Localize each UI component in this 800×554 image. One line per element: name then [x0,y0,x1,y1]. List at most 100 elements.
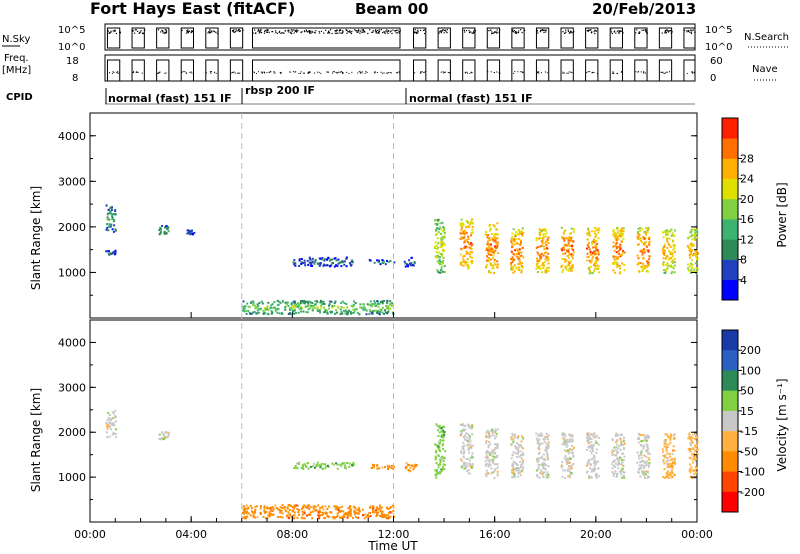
nsky-dot [310,32,312,34]
echo-cell [353,509,356,512]
echo-cell [511,238,514,241]
nsky-dot [293,32,295,34]
echo-cell [514,233,517,236]
nave-tick-bottom: 0 [710,73,716,84]
echo-cell [390,511,393,514]
echo-cell [492,455,495,458]
echo-cell [322,508,325,511]
echo-cell [668,244,671,246]
echo-cell [244,305,247,307]
echo-cell [619,433,622,436]
echo-cell [441,436,444,439]
echo-cell [690,466,693,469]
echo-cell [535,469,538,472]
echo-cell [593,230,596,233]
echo-cell [436,446,439,449]
echo-cell [662,248,665,251]
echo-cell [568,461,571,464]
echo-cell [380,301,382,303]
freq-dot [470,72,472,74]
echo-cell [636,232,639,235]
freq-dot [116,72,118,74]
echo-cell [491,432,494,435]
echo-cell [306,506,309,509]
echo-cell [570,255,573,258]
echo-cell [694,231,697,234]
echo-cell [592,444,594,447]
echo-cell [640,250,643,253]
echo-cell [463,231,466,233]
echo-cell [163,232,166,235]
echo-cell [338,506,341,509]
nsky-dot [119,32,121,34]
echo-cell [436,444,438,447]
nsky-dot [610,31,613,33]
echo-cell [308,513,311,516]
echo-cell [326,309,328,312]
echo-cell [158,437,161,440]
echo-cell [496,245,499,248]
echo-cell [338,511,341,513]
echo-cell [622,459,625,461]
nsky-dot [132,29,134,31]
echo-cell [586,247,588,250]
echo-cell [368,304,371,306]
echo-cell [441,221,444,224]
nsky-dot [237,30,239,32]
echo-cell [380,512,383,515]
nave-label: Nave [752,64,778,75]
echo-cell [636,451,639,454]
echo-cell [511,266,514,269]
echo-cell [642,256,645,259]
echo-cell [673,261,676,263]
echo-cell [639,227,642,229]
echo-cell [382,516,385,519]
echo-cell [165,431,168,434]
nsky-dot [267,29,269,31]
echo-cell [471,433,474,436]
echo-cell [324,505,327,508]
echo-cell [512,451,515,454]
echo-cell [437,463,440,466]
echo-cell [618,445,621,448]
echo-cell [647,249,650,252]
freq-dot [637,71,639,73]
echo-cell [622,446,625,449]
echo-cell [437,254,439,257]
nsky-dot [138,32,140,34]
echo-region [560,226,575,274]
nsky-dot [641,29,643,31]
echo-cell [671,465,674,468]
echo-cell [107,229,110,232]
echo-cell [667,242,670,245]
echo-cell [567,260,570,263]
nsky-dot [347,31,349,33]
freq-dot [358,71,360,73]
echo-cell [354,513,357,516]
echo-cell [645,440,648,442]
echo-cell [670,257,673,260]
echo-cell [538,445,541,447]
nsky-dot [474,32,476,34]
echo-cell [690,235,693,238]
echo-cell [310,305,313,308]
echo-region [510,432,525,479]
echo-cell [319,311,321,314]
echo-cell [572,463,575,465]
nsky-dot [595,30,597,32]
echo-cell [307,462,310,465]
echo-cell [243,516,246,518]
freq-dot [365,71,367,73]
echo-cell [296,516,299,519]
echo-region [510,227,525,274]
echo-cell [107,209,110,211]
echo-cell [252,512,255,515]
freq-dot [442,71,444,73]
echo-cell [521,227,524,230]
echo-cell [538,228,541,231]
echo-cell [327,464,329,467]
nsky-dot [383,31,385,33]
nsky-dot [114,29,116,31]
echo-cell [326,507,329,510]
echo-cell [464,245,467,248]
